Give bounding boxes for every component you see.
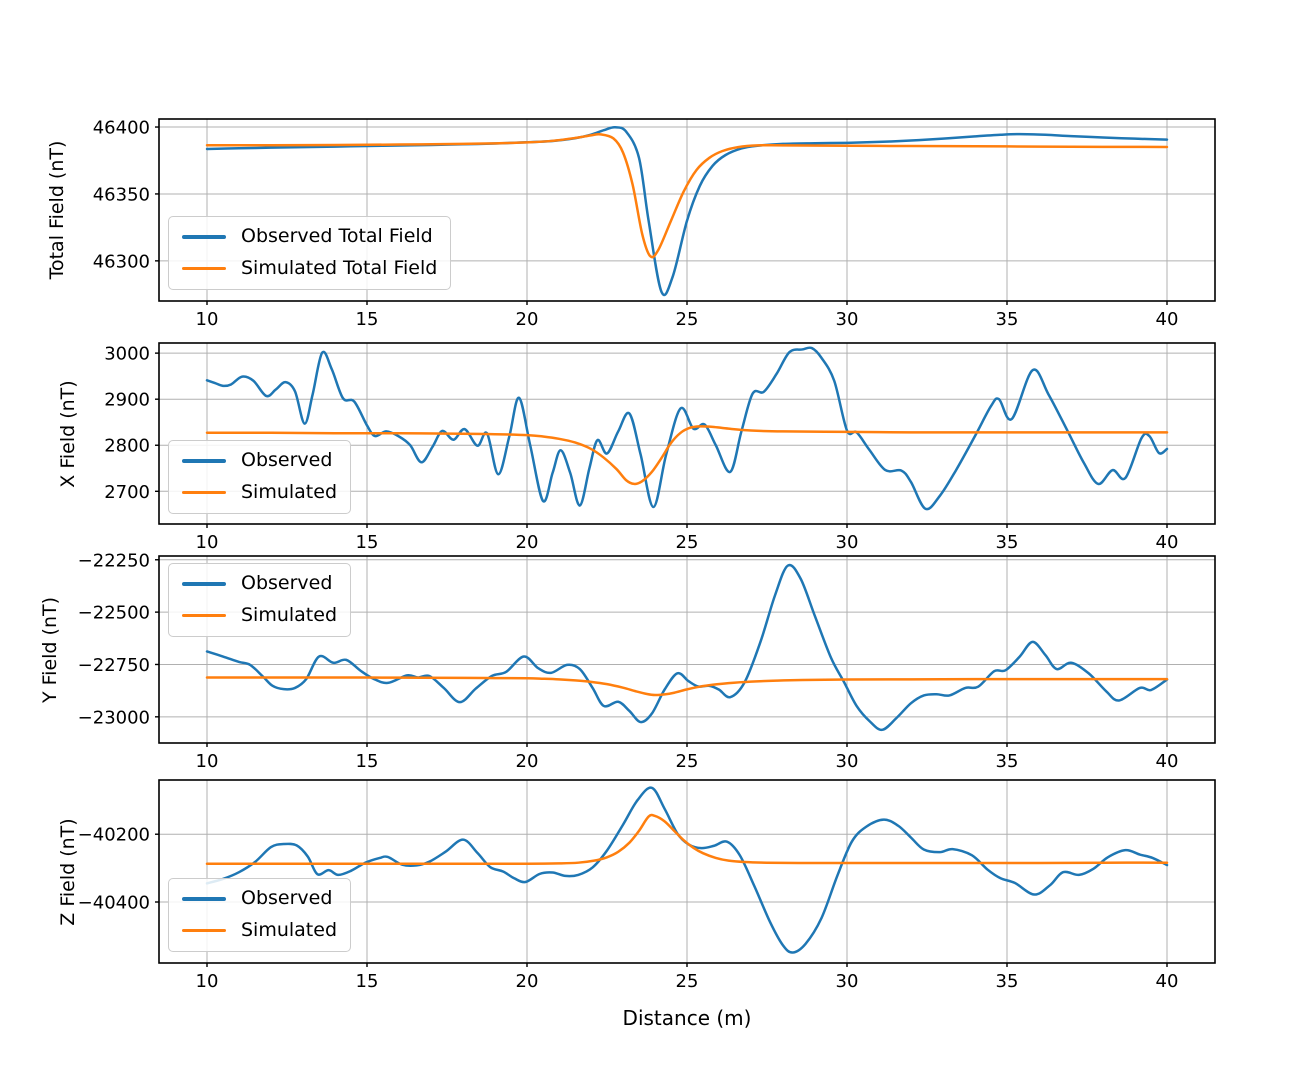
x-tick-label: 30: [836, 751, 859, 772]
legend-label: Simulated: [241, 918, 338, 941]
y-tick-label: 2800: [104, 436, 150, 457]
y-tick-label: −40200: [78, 825, 150, 846]
series-line-simulated: [205, 676, 1169, 697]
y-tick-label: −22250: [78, 550, 150, 571]
legend-entry-simulated: Simulated: [182, 480, 338, 504]
y-tick-label: −22500: [78, 603, 150, 624]
legend-entry-observed: Observed: [182, 572, 337, 595]
subplot-1-grid: [159, 119, 1215, 301]
legend-line-observed-icon: [182, 235, 226, 239]
x-axis-ticks: 10 15 20 25 30 35 40: [196, 301, 1179, 330]
legend-line-simulated-icon: [182, 614, 226, 618]
y-tick-label: −23000: [78, 707, 150, 728]
y-axis-label-z-field: Z Field (nT): [57, 818, 79, 926]
x-tick-label: 25: [676, 971, 699, 992]
series-line-simulated: [205, 813, 1169, 865]
legend-entry-observed: Observed: [182, 887, 337, 910]
legend-entry-simulated: Simulated: [182, 918, 338, 942]
y-tick-label: −40400: [78, 893, 150, 914]
x-axis-ticks: 10 15 20 25 30 35 40: [196, 743, 1179, 772]
x-tick-label: 35: [996, 971, 1019, 992]
y-axis-ticks: −23000 −22750 −22500 −22250: [78, 550, 159, 728]
legend-label: Simulated: [241, 480, 338, 503]
x-tick-label: 20: [516, 309, 539, 330]
legend-label: Observed: [241, 887, 333, 909]
y-tick-label: 3000: [104, 344, 150, 365]
legend-entry-simulated: Simulated: [182, 603, 338, 627]
x-tick-label: 30: [836, 309, 859, 330]
legend-line-simulated-icon: [182, 929, 226, 933]
y-axis-label-total-field: Total Field (nT): [46, 140, 68, 280]
legend-entry-observed-total: Observed Total Field: [182, 225, 437, 248]
x-tick-label: 30: [836, 532, 859, 553]
subplot-2: 10 15 20 25 30 35 40 2700 2800 2900 3000: [104, 342, 1216, 553]
x-axis-label: Distance (m): [622, 1006, 752, 1030]
x-axis-ticks: 10 15 20 25 30 35 40: [196, 963, 1179, 992]
legend-line-observed-icon: [182, 897, 226, 901]
y-tick-label: −22750: [78, 655, 150, 676]
legend-label: Simulated: [241, 603, 338, 626]
legend-line-observed-icon: [182, 459, 226, 463]
x-tick-label: 40: [1156, 751, 1179, 772]
x-tick-label: 40: [1156, 532, 1179, 553]
legend-entry-observed: Observed: [182, 449, 337, 472]
series-line-simulated: [205, 425, 1169, 486]
y-axis-label-y-field: Y Field (nT): [39, 596, 61, 704]
x-tick-label: 25: [676, 751, 699, 772]
x-tick-label: 10: [196, 532, 219, 553]
x-tick-label: 15: [356, 751, 379, 772]
y-axis-ticks: 2700 2800 2900 3000: [104, 344, 159, 503]
x-tick-label: 15: [356, 309, 379, 330]
x-axis-ticks: 10 15 20 25 30 35 40: [196, 524, 1179, 553]
x-tick-label: 25: [676, 309, 699, 330]
x-tick-label: 30: [836, 971, 859, 992]
legend-line-simulated-icon: [182, 491, 226, 495]
legend-line-simulated-icon: [182, 267, 226, 271]
x-tick-label: 15: [356, 532, 379, 553]
y-axis-label-x-field: X Field (nT): [57, 380, 79, 488]
y-axis-ticks: 46300 46350 46400: [93, 118, 159, 272]
y-tick-label: 2700: [104, 482, 150, 503]
x-tick-label: 20: [516, 971, 539, 992]
x-tick-label: 35: [996, 751, 1019, 772]
y-tick-label: 2900: [104, 390, 150, 411]
y-tick-label: 46300: [93, 251, 150, 272]
legend-label: Simulated Total Field: [241, 256, 438, 279]
legend-label: Observed Total Field: [241, 225, 433, 247]
legend-label: Observed: [241, 572, 333, 594]
x-tick-label: 25: [676, 532, 699, 553]
legend-label: Observed: [241, 449, 333, 471]
x-tick-label: 40: [1156, 971, 1179, 992]
y-axis-ticks: −40400 −40200: [78, 825, 159, 914]
x-tick-label: 10: [196, 751, 219, 772]
x-tick-label: 40: [1156, 309, 1179, 330]
legend-total-field: Observed Total Field Simulated Total Fie…: [168, 216, 452, 290]
x-tick-label: 35: [996, 532, 1019, 553]
series-line-observed: [205, 786, 1169, 954]
subplot-4: 10 15 20 25 30 35 40 −40400 −40200: [78, 779, 1216, 992]
subplot-3: 10 15 20 25 30 35 40 −23000 −22750 −22500 −22250: [78, 550, 1216, 772]
subplot-1: 10 15 20 25 30 35 40 46300 46350 46400: [93, 118, 1216, 330]
series-line-observed: [205, 563, 1169, 732]
x-tick-label: 35: [996, 309, 1019, 330]
legend-z-field: Observed Simulated: [168, 878, 352, 952]
legend-line-observed-icon: [182, 582, 226, 586]
legend-y-field: Observed Simulated: [168, 563, 352, 637]
y-tick-label: 46400: [93, 118, 150, 139]
legend-x-field: Observed Simulated: [168, 440, 352, 514]
x-tick-label: 10: [196, 309, 219, 330]
x-tick-label: 20: [516, 751, 539, 772]
x-tick-label: 10: [196, 971, 219, 992]
series-line-simulated-total-field: [205, 132, 1169, 259]
x-tick-label: 15: [356, 971, 379, 992]
x-tick-label: 20: [516, 532, 539, 553]
legend-entry-simulated-total: Simulated Total Field: [182, 256, 438, 280]
series-line-observed: [205, 346, 1169, 511]
y-tick-label: 46350: [93, 184, 150, 205]
